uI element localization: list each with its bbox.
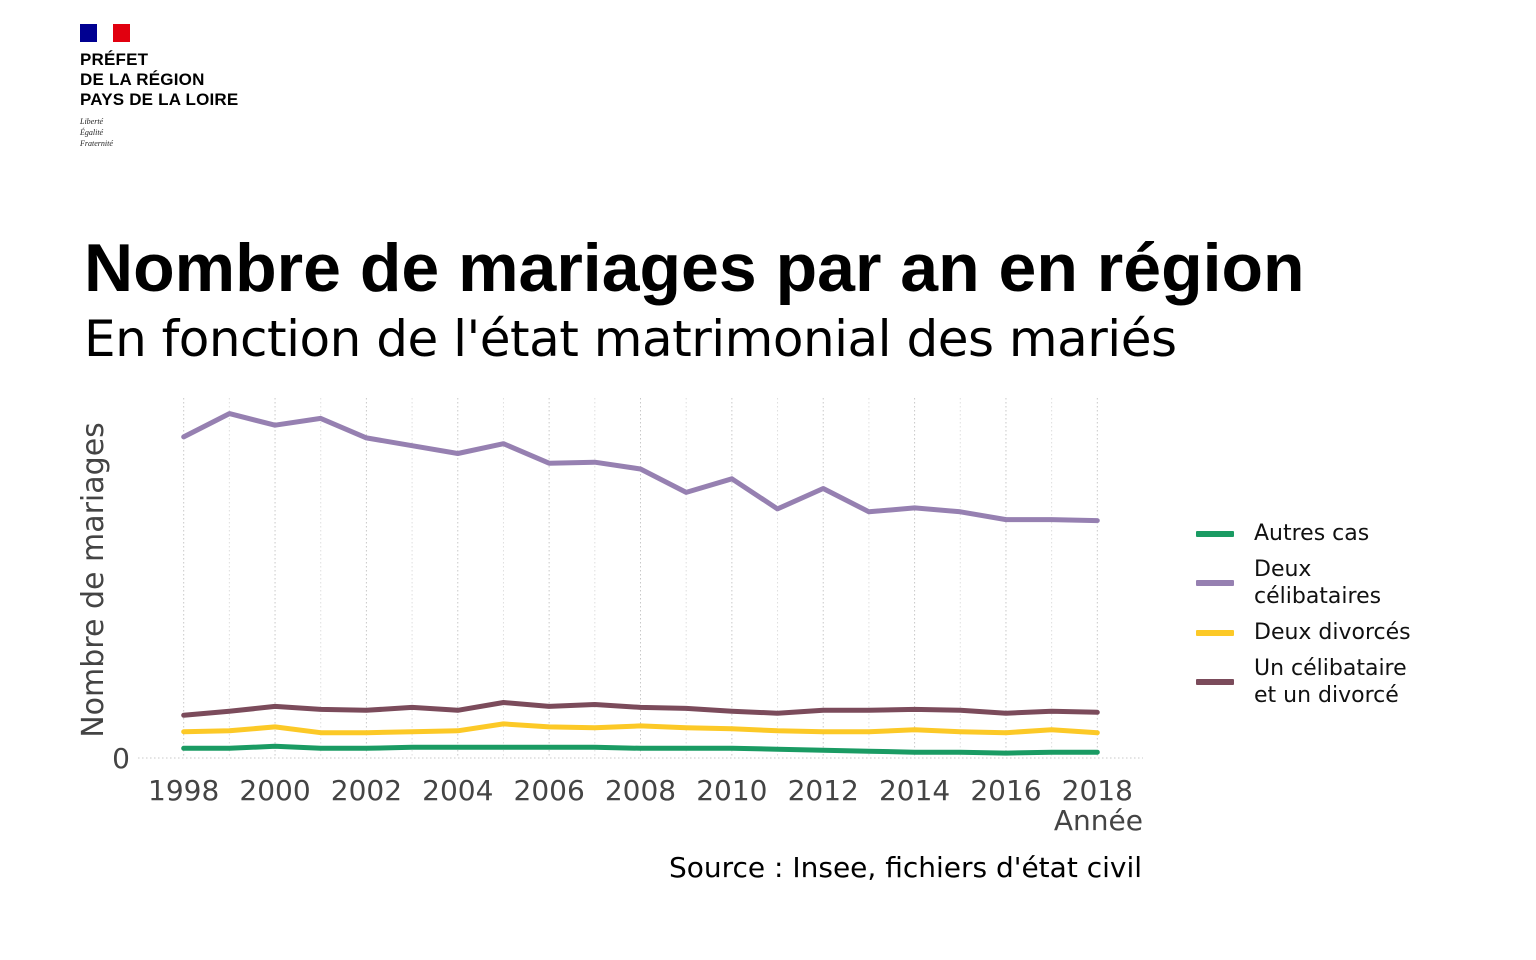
prefecture-name-line-2: DE LA RÉGION (80, 70, 205, 89)
series-line-3 (181, 700, 1100, 718)
legend-swatch (1196, 629, 1234, 636)
x-tick-label: 2016 (970, 774, 1041, 807)
legend-label: Un célibataire et un divorcé (1254, 656, 1407, 708)
chart-legend: Autres cas Deux célibataires Deux divorcés… (1196, 520, 1444, 718)
motto-liberte: Liberté (80, 117, 104, 126)
prefecture-name-line-3: PAYS DE LA LOIRE (80, 90, 239, 109)
legend-swatch (1196, 679, 1234, 685)
legend-item: Autres cas (1196, 520, 1444, 547)
chart-title: Nombre de mariages par an en région (84, 230, 1305, 306)
legend-item: Un célibataire et un divorcé (1196, 655, 1444, 709)
french-flag-icon (80, 24, 131, 42)
legend-swatch (1196, 580, 1234, 586)
legend-label: Deux célibataires (1254, 557, 1382, 609)
x-tick-label: 2000 (239, 774, 310, 807)
y-tick-label: 0 (112, 742, 130, 775)
prefecture-name-line-1: PRÉFET (80, 50, 149, 69)
legend-label: Deux divorcés (1254, 620, 1411, 645)
x-tick-label: 1998 (148, 774, 219, 807)
x-tick-label: 2004 (422, 774, 493, 807)
republic-motto: Liberté Égalité Fraternité (80, 116, 280, 149)
x-tick-label: 2006 (514, 774, 585, 807)
chart-source: Source : Insee, fichiers d'état civil (668, 851, 1142, 884)
x-tick-label: 2014 (879, 774, 950, 807)
series-line-0 (181, 743, 1100, 756)
x-tick-label: 2010 (696, 774, 767, 807)
x-tick-label: 2018 (1062, 774, 1133, 807)
x-tick-label: 2008 (605, 774, 676, 807)
chart-subtitle: En fonction de l'état matrimonial des ma… (84, 310, 1177, 368)
legend-swatch (1196, 530, 1234, 537)
prefecture-name: PRÉFET DE LA RÉGION PAYS DE LA LOIRE (80, 50, 280, 110)
marianne-logo: PRÉFET DE LA RÉGION PAYS DE LA LOIRE Lib… (80, 24, 280, 149)
series-line-1 (181, 411, 1100, 524)
legend-item: Deux divorcés (1196, 619, 1444, 646)
motto-egalite: Égalité (80, 128, 104, 137)
series-line-2 (181, 721, 1100, 736)
legend-item: Deux célibataires (1196, 556, 1444, 610)
flag-blue-stripe (80, 24, 97, 42)
x-tick-label: 2012 (788, 774, 859, 807)
legend-label: Autres cas (1254, 521, 1370, 546)
x-tick-label: 2002 (331, 774, 402, 807)
x-axis-label: Année (1054, 804, 1143, 837)
motto-fraternite: Fraternité (80, 139, 113, 148)
y-axis-label: Nombre de mariages (76, 422, 111, 738)
flag-red-stripe (113, 24, 131, 42)
flag-white-stripe (96, 24, 114, 42)
